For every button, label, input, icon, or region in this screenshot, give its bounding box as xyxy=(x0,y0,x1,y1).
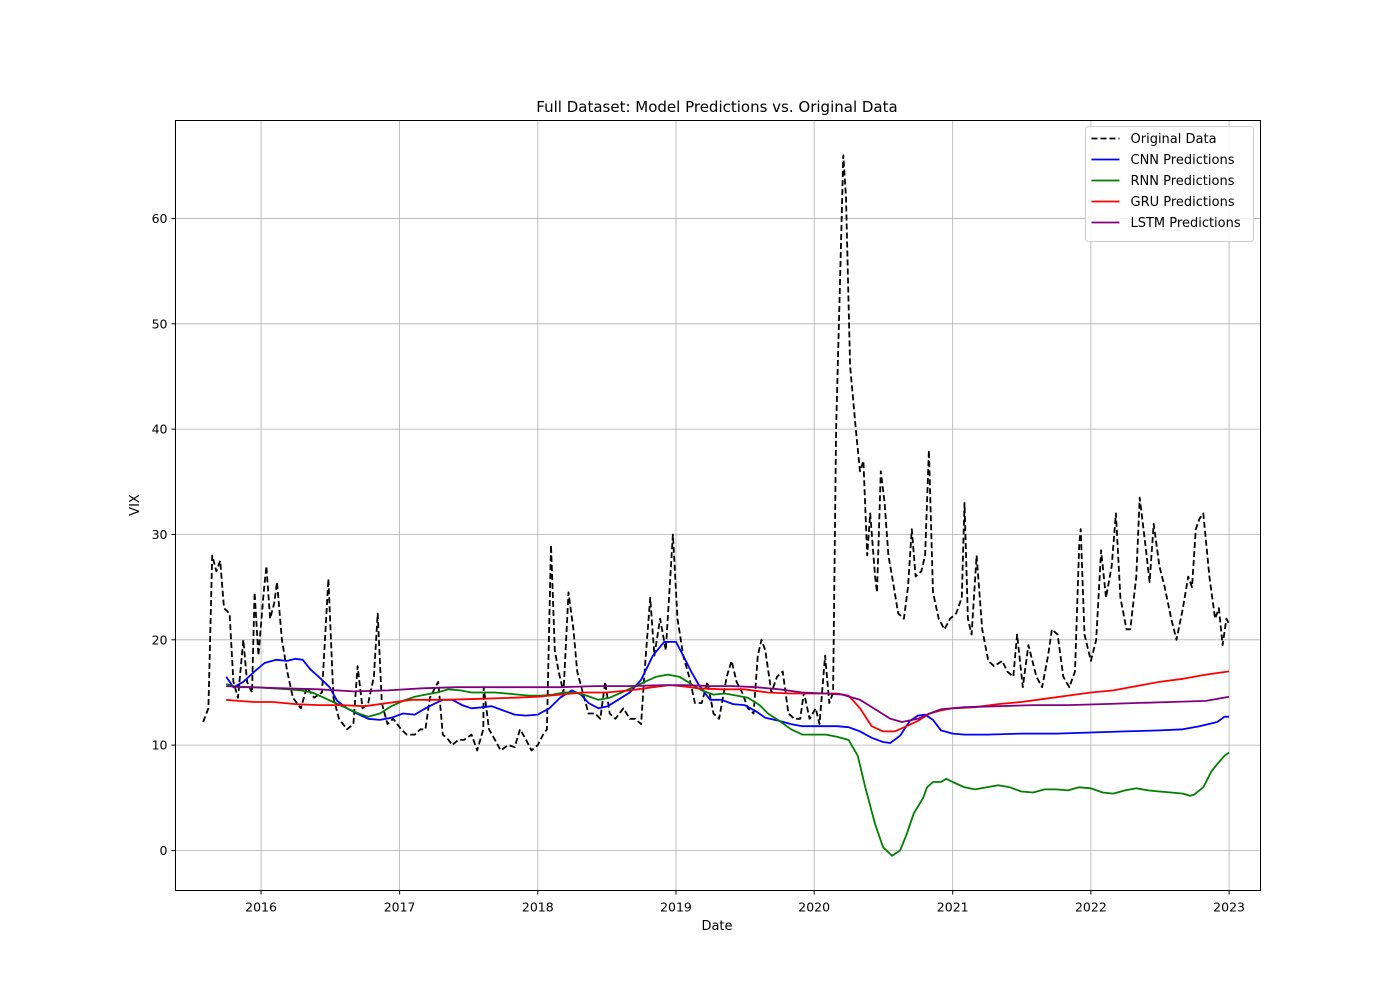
x-tick-label: 2017 xyxy=(384,900,416,915)
x-tick-label: 2022 xyxy=(1075,900,1107,915)
legend-label: RNN Predictions xyxy=(1131,174,1235,189)
legend-label: CNN Predictions xyxy=(1131,153,1235,168)
x-tick-label: 2019 xyxy=(660,900,692,915)
series-line-rnn-predictions xyxy=(225,673,1230,857)
y-tick-label: 0 xyxy=(160,843,168,858)
x-axis-label: Date xyxy=(701,919,732,934)
y-axis: 0 10 20 30 40 50 60 xyxy=(152,211,176,858)
y-tick-label: 30 xyxy=(152,527,168,542)
y-tick-label: 60 xyxy=(152,211,168,226)
y-tick-label: 40 xyxy=(152,422,168,437)
series-line-original-data xyxy=(202,154,1230,752)
x-tick-label: 2020 xyxy=(798,900,830,915)
axes-frame xyxy=(175,120,1261,891)
legend-label: LSTM Predictions xyxy=(1131,216,1241,231)
grid xyxy=(175,120,1261,891)
chart-title: Full Dataset: Model Predictions vs. Orig… xyxy=(536,98,897,116)
y-axis-label: VIX xyxy=(128,494,143,516)
x-tick-label: 2021 xyxy=(937,900,969,915)
y-tick-label: 20 xyxy=(152,632,168,647)
y-tick-label: 10 xyxy=(152,738,168,753)
series-line-gru-predictions xyxy=(226,670,1230,733)
legend-label: GRU Predictions xyxy=(1131,195,1235,210)
legend-box xyxy=(1085,126,1254,242)
plot-area xyxy=(202,154,1230,857)
x-tick-label: 2016 xyxy=(245,900,277,915)
x-tick-label: 2023 xyxy=(1213,900,1245,915)
legend-label: Original Data xyxy=(1131,132,1217,147)
x-axis: 2016 2017 2018 2019 2020 2021 2022 2023 xyxy=(245,890,1245,915)
x-tick-label: 2018 xyxy=(522,900,554,915)
legend: Original Data CNN Predictions RNN Predicti… xyxy=(1085,126,1254,242)
series-line-lstm-predictions xyxy=(226,684,1230,723)
y-tick-label: 50 xyxy=(152,316,168,331)
